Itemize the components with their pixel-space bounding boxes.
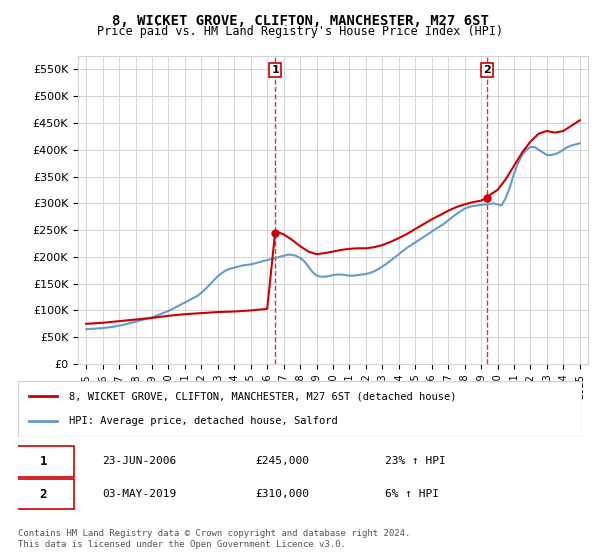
Text: £245,000: £245,000 [255, 456, 309, 466]
Text: 8, WICKET GROVE, CLIFTON, MANCHESTER, M27 6ST: 8, WICKET GROVE, CLIFTON, MANCHESTER, M2… [112, 14, 488, 28]
FancyBboxPatch shape [13, 446, 74, 477]
FancyBboxPatch shape [13, 479, 74, 510]
Text: 8, WICKET GROVE, CLIFTON, MANCHESTER, M27 6ST (detached house): 8, WICKET GROVE, CLIFTON, MANCHESTER, M2… [69, 391, 456, 402]
Text: £310,000: £310,000 [255, 489, 309, 499]
Text: 23-JUN-2006: 23-JUN-2006 [103, 456, 177, 466]
Text: Price paid vs. HM Land Registry's House Price Index (HPI): Price paid vs. HM Land Registry's House … [97, 25, 503, 38]
Text: 1: 1 [40, 455, 47, 468]
Text: Contains HM Land Registry data © Crown copyright and database right 2024.
This d: Contains HM Land Registry data © Crown c… [18, 529, 410, 549]
Text: 6% ↑ HPI: 6% ↑ HPI [385, 489, 439, 499]
Text: HPI: Average price, detached house, Salford: HPI: Average price, detached house, Salf… [69, 416, 338, 426]
Text: 2: 2 [483, 65, 491, 75]
Text: 2: 2 [40, 488, 47, 501]
Text: 23% ↑ HPI: 23% ↑ HPI [385, 456, 445, 466]
Text: 03-MAY-2019: 03-MAY-2019 [103, 489, 177, 499]
FancyBboxPatch shape [18, 381, 582, 437]
Text: 1: 1 [271, 65, 279, 75]
